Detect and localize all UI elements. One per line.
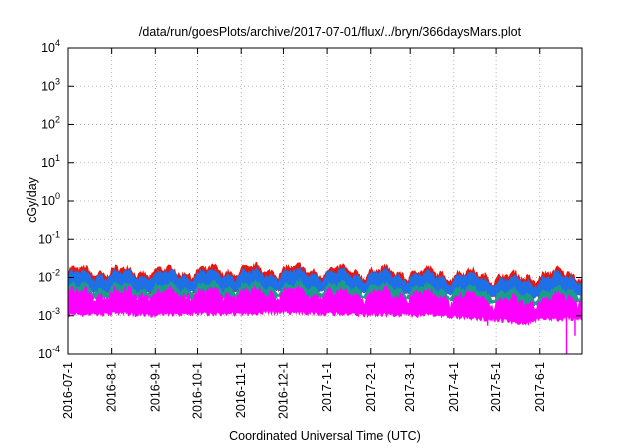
x-axis-label: Coordinated Universal Time (UTC) — [229, 429, 421, 443]
y-tick-label: 100 — [41, 191, 60, 208]
x-tick-label: 2016-8-1 — [105, 362, 119, 412]
x-tick-label: 2016-10-1 — [191, 362, 205, 419]
chart-title: /data/run/goesPlots/archive/2017-07-01/f… — [139, 25, 522, 39]
x-tick-label: 2017-6-1 — [533, 362, 547, 412]
y-tick-label: 101 — [41, 153, 60, 170]
y-tick-label: 103 — [41, 76, 60, 93]
y-axis-label: cGy/day — [25, 176, 39, 223]
x-tick-label: 2016-11-1 — [234, 362, 248, 418]
grid-lines — [68, 48, 582, 354]
x-tick-label: 2016-12-1 — [276, 362, 290, 419]
x-tick-label: 2016-9-1 — [148, 362, 162, 412]
y-tick-label: 10-3 — [38, 306, 60, 323]
y-tick-label: 10-1 — [38, 229, 60, 246]
x-tick-label: 2017-1-1 — [320, 362, 334, 412]
x-tick-label: 2016-07-1 — [61, 362, 75, 419]
y-tick-label: 104 — [41, 38, 60, 55]
y-axis-ticks: 10-4 10-3 10-2 10-1 100 101 102 103 104 — [38, 38, 582, 361]
x-tick-label: 2017-2-1 — [364, 362, 378, 412]
x-axis-ticks: 2016-07-1 2016-8-1 2016-9-1 2016-10-1 2016-1… — [61, 48, 547, 419]
y-tick-label: 10-2 — [38, 268, 60, 285]
x-tick-label: 2017-5-1 — [489, 362, 503, 412]
x-tick-label: 2017-3-1 — [403, 362, 417, 412]
y-tick-label: 102 — [41, 115, 60, 132]
x-tick-label: 2017-4-1 — [447, 362, 461, 412]
y-tick-label: 10-4 — [38, 344, 60, 361]
data-bands — [67, 261, 583, 354]
